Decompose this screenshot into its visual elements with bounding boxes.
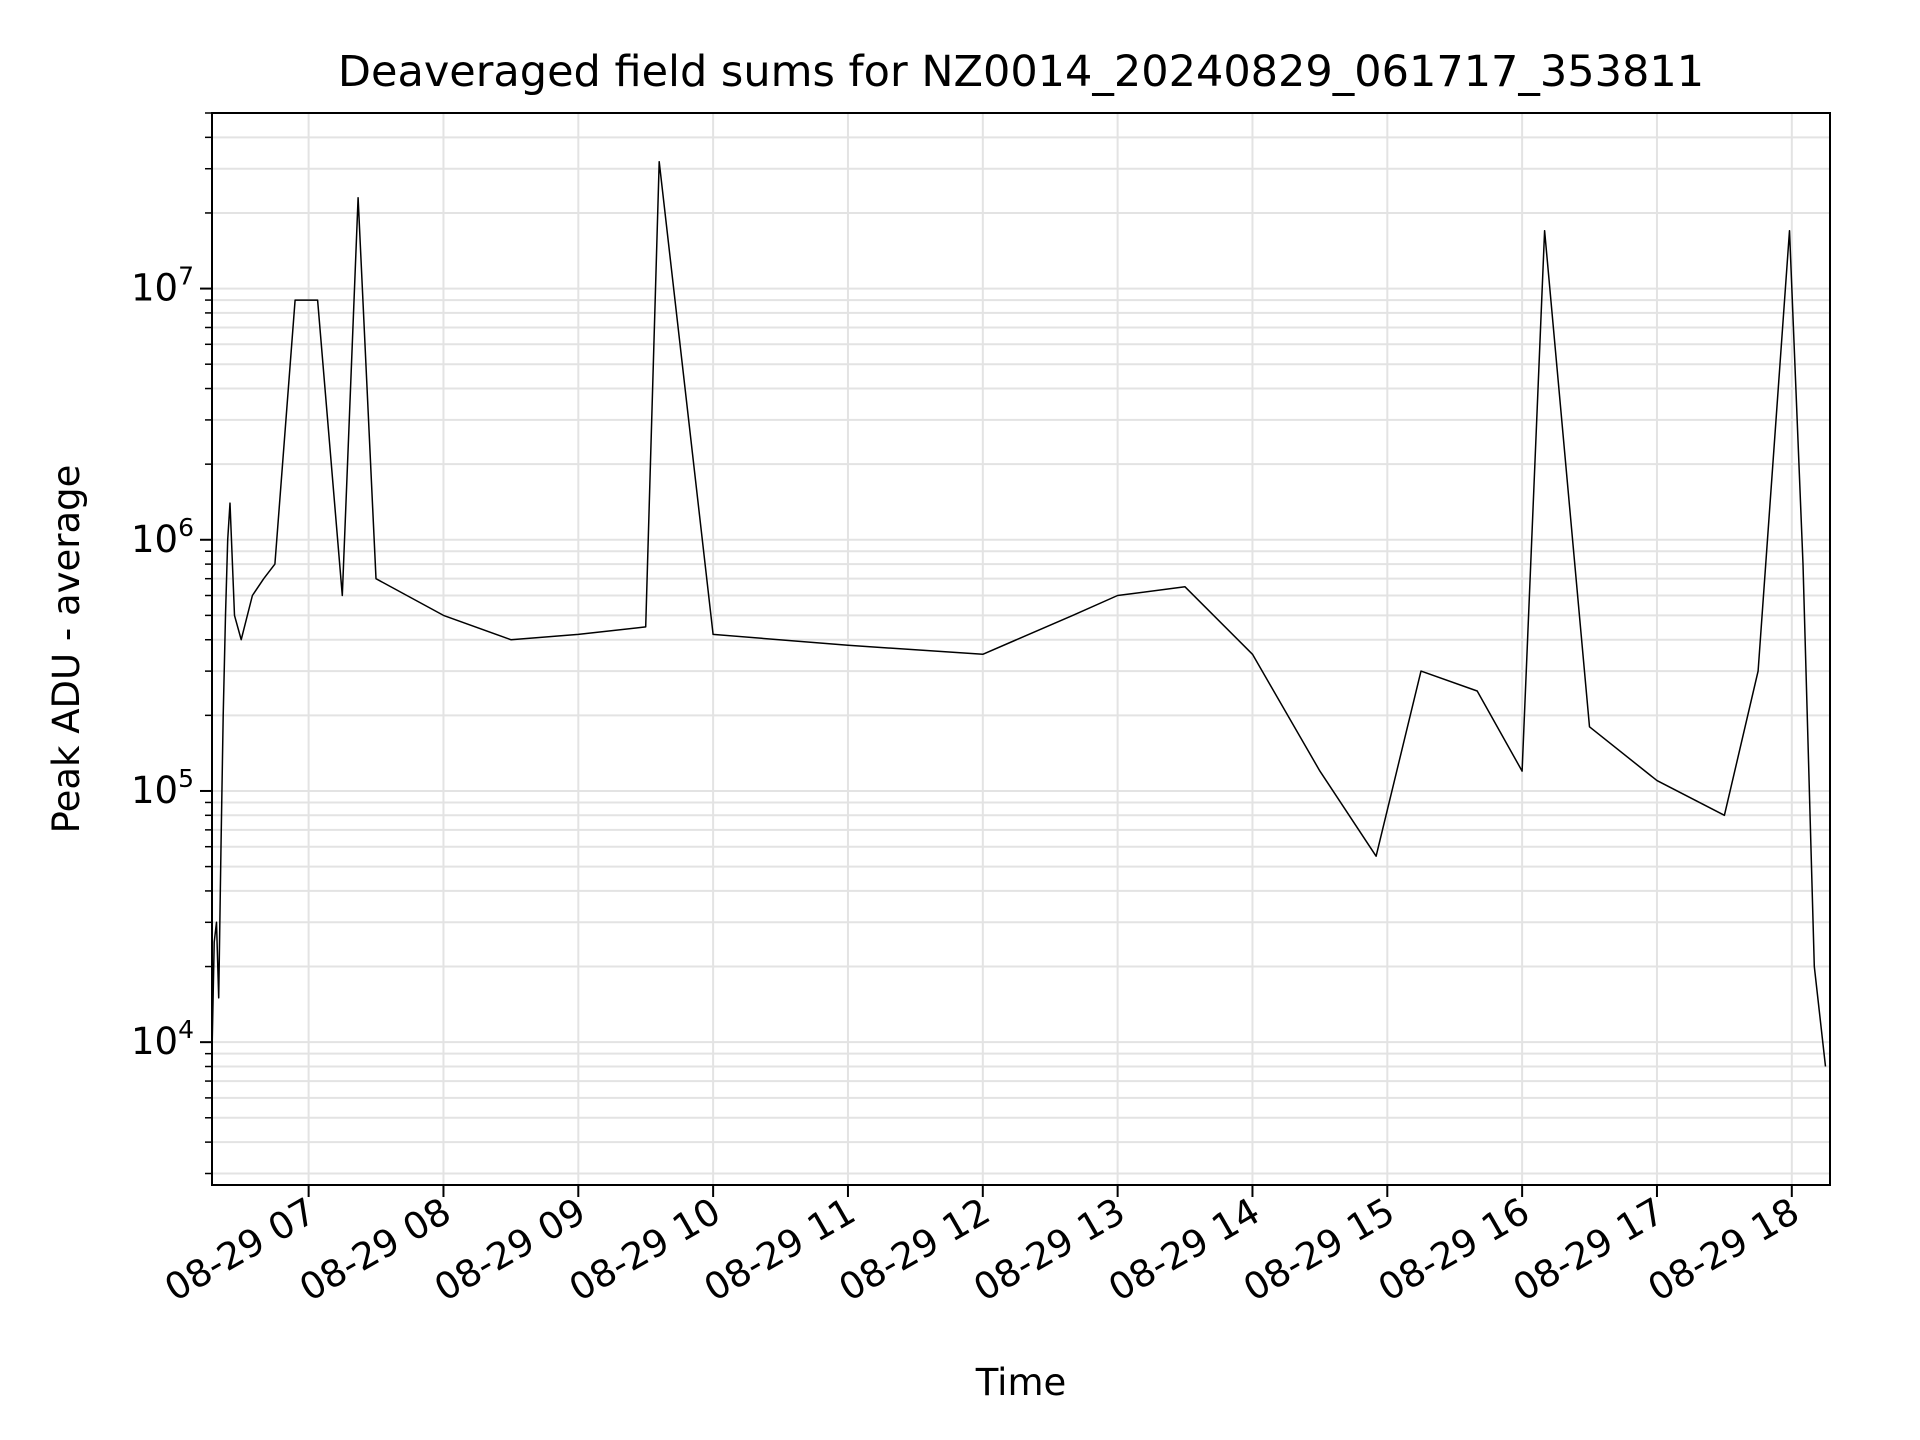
plot-frame	[211, 112, 1831, 1186]
y-tick-exponent: 6	[178, 513, 194, 542]
chart-title: Deaveraged field sums for NZ0014_2024082…	[338, 47, 1704, 97]
y-tick-base: 10	[131, 267, 178, 310]
y-tick-label: 104	[131, 1015, 194, 1063]
y-tick-base: 10	[131, 1020, 178, 1063]
y-tick-base: 10	[131, 518, 178, 561]
y-tick-exponent: 7	[178, 262, 194, 291]
data-series	[211, 160, 1827, 1067]
y-tick-exponent: 5	[178, 764, 194, 793]
y-tick-label: 106	[131, 513, 194, 561]
y-tick-label: 105	[131, 764, 194, 812]
grid-lines	[212, 112, 1830, 1185]
y-axis-label: Peak ADU - average	[45, 465, 88, 834]
y-tick-label: 107	[131, 262, 194, 310]
y-tick-base: 10	[131, 769, 178, 812]
y-tick-exponent: 4	[178, 1015, 194, 1044]
x-axis-label: Time	[975, 1361, 1067, 1404]
series-line	[211, 160, 1827, 1067]
